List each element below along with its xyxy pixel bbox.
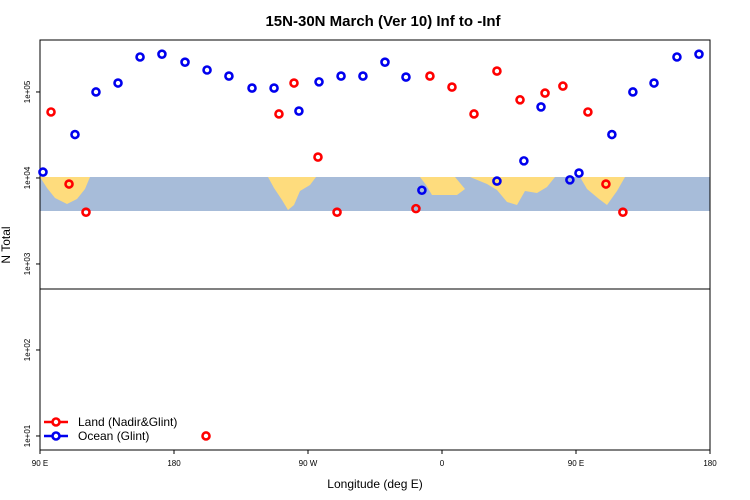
point	[649, 78, 659, 88]
point	[694, 49, 704, 59]
point	[135, 52, 145, 62]
legend-label: Land (Nadir&Glint)	[78, 415, 177, 429]
point	[628, 87, 638, 97]
x-tick-label: 90 E	[32, 459, 48, 468]
point	[224, 71, 234, 81]
point	[401, 72, 411, 82]
point	[202, 65, 212, 75]
point	[607, 129, 617, 140]
y-tick-label: 1e+01	[23, 424, 32, 447]
point	[469, 109, 479, 119]
y-tick-label: 1e+02	[23, 338, 32, 361]
point	[70, 129, 80, 140]
x-tick-label: 90 W	[299, 459, 318, 468]
point	[294, 106, 304, 116]
point	[601, 179, 611, 189]
point	[358, 71, 368, 81]
point	[558, 81, 568, 91]
point	[274, 109, 284, 119]
point	[417, 185, 427, 196]
x-tick-label: 180	[167, 459, 181, 468]
point	[180, 57, 190, 67]
legend-marker	[51, 417, 61, 427]
point	[332, 207, 342, 217]
point	[157, 49, 167, 59]
point	[565, 175, 575, 185]
point	[540, 88, 550, 98]
y-axis-label: N Total	[0, 226, 13, 263]
world-map-band	[40, 177, 710, 211]
point	[289, 78, 299, 88]
point	[81, 207, 91, 217]
point	[425, 71, 435, 81]
y-tick-label: 1e+04	[23, 166, 32, 189]
point	[91, 87, 101, 97]
y-tick-label: 1e+05	[23, 80, 32, 103]
point	[336, 71, 346, 81]
point	[519, 156, 529, 166]
x-tick-label: 90 E	[568, 459, 584, 468]
point	[380, 57, 390, 67]
point	[492, 66, 502, 76]
point	[64, 179, 74, 189]
point	[574, 168, 584, 178]
point	[313, 152, 323, 162]
point	[247, 83, 257, 93]
x-axis-label: Longitude (deg E)	[327, 477, 422, 491]
point	[447, 82, 457, 92]
legend-marker	[51, 431, 61, 441]
x-tick-label: 0	[440, 459, 445, 468]
point	[46, 107, 56, 117]
chart-title: 15N-30N March (Ver 10) Inf to -Inf	[265, 13, 501, 30]
x-tick-label: 180	[703, 459, 717, 468]
point	[618, 207, 628, 217]
point	[38, 167, 48, 177]
point	[269, 83, 279, 93]
point	[411, 203, 421, 214]
point	[314, 77, 324, 87]
point	[536, 102, 546, 112]
y-tick-label: 1e+03	[23, 252, 32, 275]
point	[113, 78, 123, 88]
point	[515, 95, 525, 105]
point	[672, 52, 682, 62]
point	[201, 431, 211, 441]
point	[492, 176, 502, 186]
plot-frame	[39, 39, 711, 451]
legend-label: Ocean (Glint)	[78, 429, 149, 443]
point	[583, 107, 593, 117]
